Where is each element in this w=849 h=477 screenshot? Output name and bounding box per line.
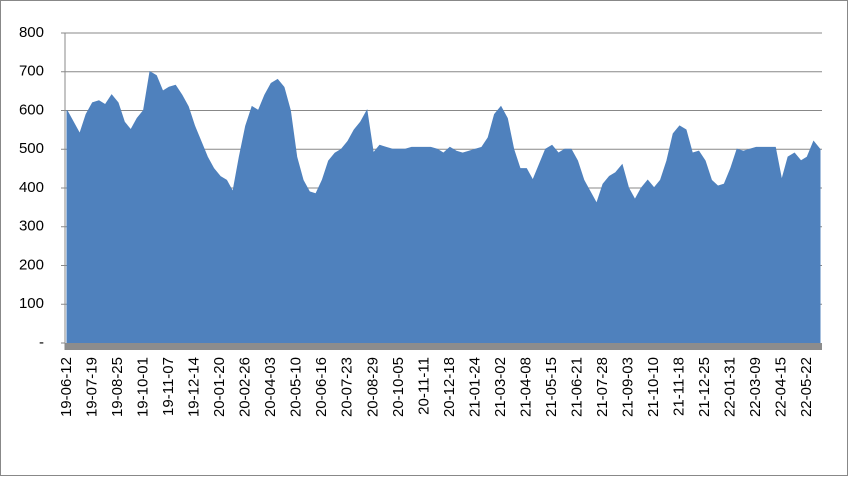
y-tick-label: - [39, 334, 44, 351]
x-tick-label: 21-12-25 [696, 357, 713, 417]
x-tick-label: 19-06-12 [58, 357, 75, 417]
y-tick-label: 500 [19, 140, 44, 157]
x-tick-label: 21-01-24 [466, 357, 483, 417]
x-tick-label: 20-11-11 [415, 357, 432, 415]
x-tick-label: 20-02-26 [237, 357, 254, 417]
x-tick-label: 21-06-21 [568, 357, 585, 417]
x-tick-label: 21-11-18 [671, 357, 688, 416]
x-tick-label: 21-03-02 [492, 357, 509, 417]
area [66, 70, 821, 344]
x-tick-label: 19-07-19 [83, 357, 100, 417]
x-tick-label: 20-08-29 [364, 357, 381, 417]
labels: - 100 200 300 400 500 600 700 800 19-06-12 19-07-1… [19, 24, 815, 417]
x-tick-label: 21-09-03 [620, 357, 637, 417]
x-tick-label: 20-12-18 [441, 357, 458, 417]
x-tick-label: 19-08-25 [109, 357, 126, 417]
y-tick-label: 600 [19, 101, 44, 118]
y-tick-label: 400 [19, 179, 44, 196]
y-tick-label: 300 [19, 218, 44, 235]
x-tick-label: 22-01-31 [722, 357, 739, 417]
x-tick-label: 20-04-03 [262, 357, 279, 417]
x-tick-label: 22-04-15 [773, 357, 790, 417]
x-tick-label: 22-03-09 [747, 357, 764, 417]
x-tick-label: 19-10-01 [135, 357, 152, 417]
y-tick-label: 700 [19, 63, 44, 80]
plot-floor [65, 343, 822, 350]
x-tick-label: 21-04-08 [517, 357, 534, 417]
y-tick-label: 100 [19, 295, 44, 312]
x-tick-label: 21-07-28 [594, 357, 611, 417]
x-tick-label: 19-12-14 [186, 357, 203, 417]
x-tick-label: 20-06-16 [313, 357, 330, 417]
x-tick-label: 22-05-22 [798, 357, 815, 417]
x-tick-label: 21-05-15 [543, 357, 560, 417]
y-tick-label: 800 [19, 24, 44, 41]
x-tick-label: 21-10-10 [645, 357, 662, 417]
plot [66, 70, 821, 344]
x-tick-label: 20-10-05 [390, 357, 407, 417]
x-tick-label: 19-11-07 [160, 357, 177, 416]
x-tick-label: 20-05-10 [288, 357, 305, 417]
y-tick-label: 200 [19, 256, 44, 273]
x-tick-label: 20-01-20 [211, 357, 228, 417]
x-tick-label: 20-07-23 [339, 357, 356, 417]
